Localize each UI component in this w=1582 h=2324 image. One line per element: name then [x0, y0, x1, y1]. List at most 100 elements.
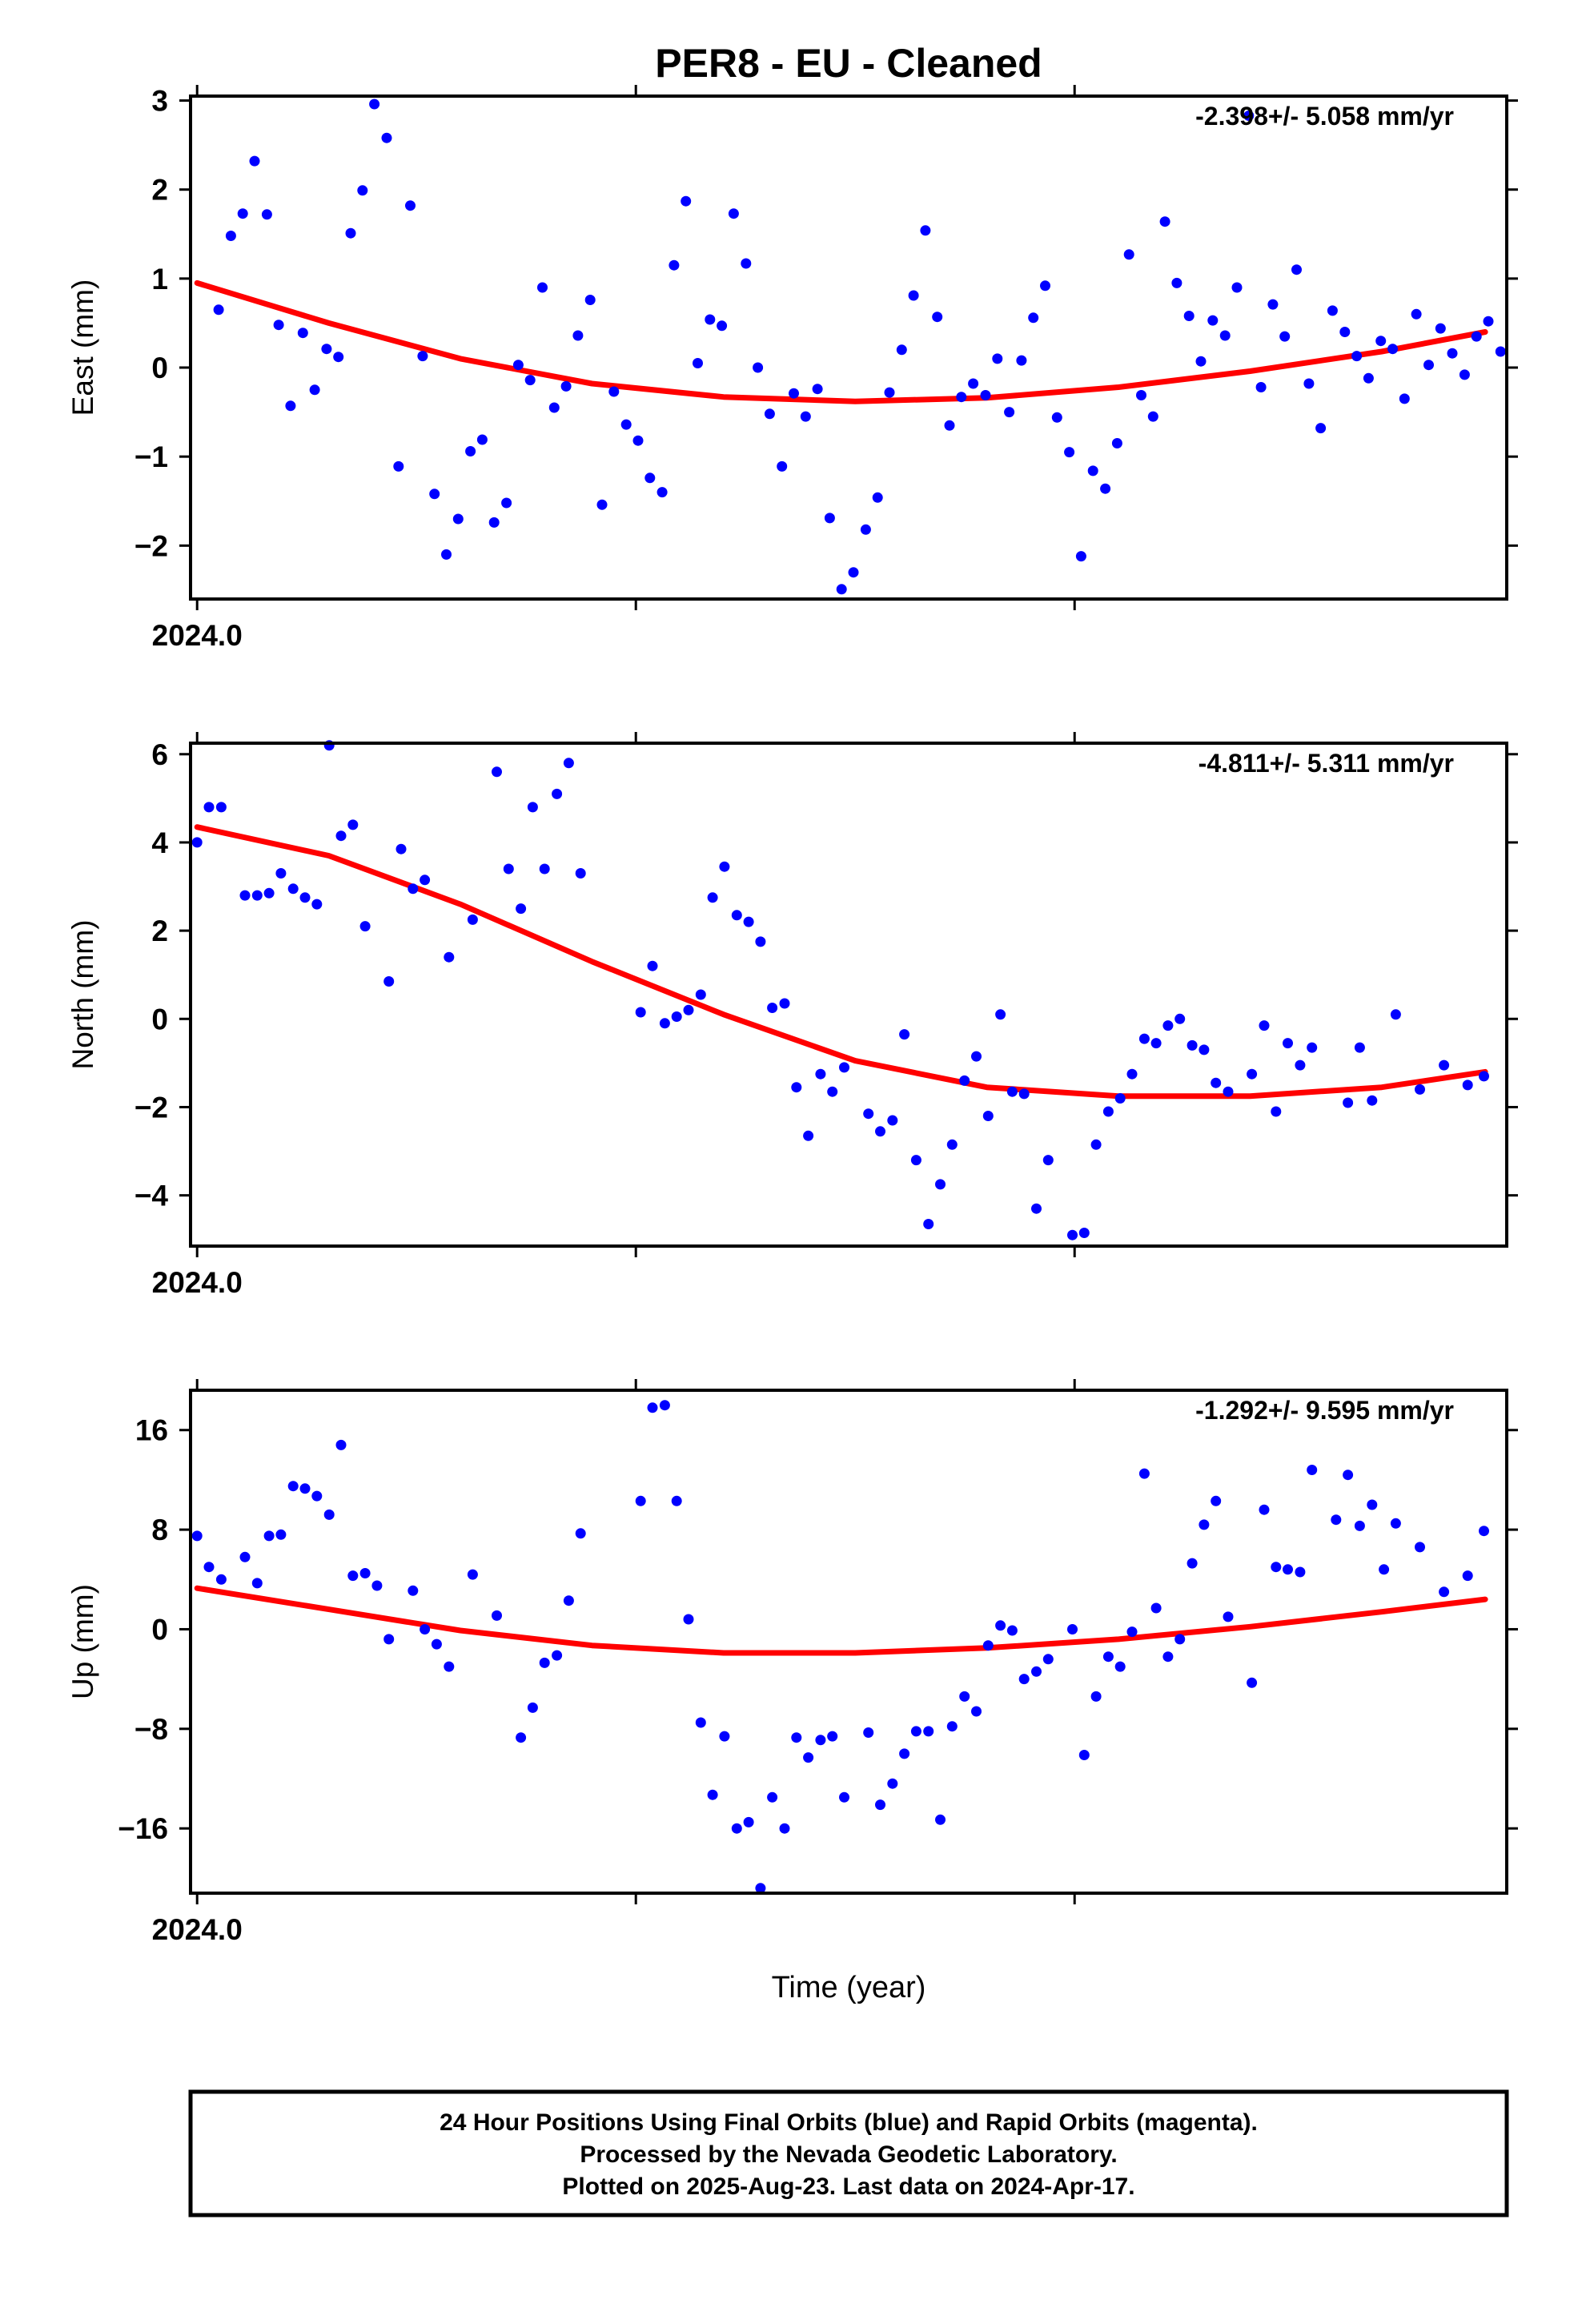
north-data-point — [1415, 1084, 1425, 1095]
east-x-tick-label: 2024.0 — [152, 619, 243, 652]
north-data-point — [1114, 1093, 1126, 1104]
east-panel: −2 −1 0 1 2 3 -2.398+/- 5.058 mm/yr East (mm)… — [66, 85, 1518, 652]
up-data-point — [875, 1799, 885, 1811]
up-data-point — [215, 1574, 227, 1585]
up-data-point — [1343, 1470, 1354, 1481]
north-data-point — [396, 843, 407, 854]
up-data-point — [1271, 1562, 1282, 1573]
footer-line-1: 24 Hour Positions Using Final Orbits (bl… — [440, 2109, 1258, 2136]
east-data-point — [1147, 411, 1158, 422]
east-data-point — [1219, 330, 1231, 341]
east-data-point — [1279, 331, 1291, 342]
up-data-point — [755, 1883, 766, 1894]
east-y-tick-label: 1 — [151, 263, 168, 296]
east-data-point — [285, 400, 296, 412]
x-axis-label: Time (year) — [772, 1971, 926, 2004]
up-data-point — [383, 1634, 395, 1645]
north-data-point — [191, 837, 203, 848]
up-y-tick-label: −8 — [135, 1713, 168, 1746]
east-data-point — [860, 524, 871, 535]
east-data-point — [273, 320, 284, 331]
north-data-point — [1174, 1013, 1186, 1024]
east-data-point — [824, 513, 835, 524]
east-data-point — [1004, 407, 1015, 418]
east-data-point — [1064, 447, 1075, 458]
up-data-point — [1439, 1586, 1450, 1598]
north-data-point — [359, 921, 371, 932]
north-data-point — [1186, 1039, 1198, 1051]
east-data-point — [812, 384, 823, 395]
north-data-point — [683, 1004, 694, 1015]
up-data-point — [863, 1727, 874, 1738]
north-data-point — [1307, 1042, 1318, 1053]
north-data-point — [1439, 1059, 1450, 1071]
north-data-point — [995, 1009, 1006, 1020]
north-data-point — [1006, 1086, 1018, 1097]
up-data-point — [1018, 1674, 1030, 1685]
east-data-point — [1411, 308, 1422, 320]
east-data-point — [441, 549, 452, 560]
east-data-point — [596, 499, 608, 510]
up-data-point — [1295, 1566, 1306, 1578]
east-data-point — [1447, 348, 1458, 359]
up-data-point — [444, 1661, 455, 1672]
up-data-point — [1090, 1691, 1102, 1702]
east-data-point — [908, 290, 919, 301]
north-data-point — [1354, 1042, 1365, 1053]
up-y-tick-label: 0 — [151, 1613, 168, 1646]
north-data-point — [203, 802, 215, 813]
north-data-point — [647, 960, 658, 971]
up-data-point — [935, 1814, 946, 1825]
up-y-tick-label: 16 — [135, 1414, 168, 1447]
up-y-axis-label: Up (mm) — [66, 1584, 99, 1699]
east-data-point — [429, 489, 440, 500]
east-data-point — [1136, 390, 1146, 400]
up-y-tick-label: 8 — [151, 1514, 168, 1546]
east-data-point — [1303, 378, 1315, 389]
up-data-point — [791, 1732, 802, 1743]
east-data-point — [237, 208, 248, 219]
east-data-point — [1087, 465, 1098, 476]
north-data-point — [1479, 1071, 1489, 1082]
north-data-point — [420, 875, 431, 886]
up-data-point — [467, 1569, 478, 1580]
north-data-point — [263, 887, 275, 899]
up-data-point — [923, 1726, 934, 1737]
up-data-point — [1126, 1626, 1138, 1638]
east-data-point — [369, 99, 380, 110]
north-data-point — [1223, 1086, 1234, 1097]
up-data-point — [1138, 1468, 1150, 1479]
up-data-point — [203, 1562, 215, 1573]
north-data-point — [287, 883, 299, 895]
up-y-tick-label: −16 — [118, 1812, 168, 1845]
east-data-point — [777, 460, 788, 472]
east-panel-frame — [189, 94, 1508, 601]
up-data-point — [275, 1529, 287, 1540]
north-panel-frame — [189, 742, 1508, 1248]
east-data-point — [572, 330, 584, 341]
north-data-point — [335, 830, 347, 842]
east-data-point — [309, 384, 320, 396]
north-data-point — [779, 998, 790, 1009]
up-data-point — [191, 1530, 203, 1542]
up-data-point — [1150, 1602, 1162, 1614]
footer-frame — [188, 2089, 1509, 2217]
up-data-point — [731, 1823, 742, 1834]
north-data-point — [1199, 1044, 1210, 1055]
up-data-point — [1211, 1495, 1222, 1506]
east-data-point — [728, 208, 739, 219]
east-data-point — [1016, 355, 1027, 366]
north-panel: −4 −2 0 2 4 6 -4.811+/- 5.311 mm/yr North (mm… — [66, 732, 1518, 1299]
east-data-point — [693, 358, 703, 368]
north-data-point — [803, 1130, 814, 1141]
up-data-point — [1067, 1624, 1078, 1634]
up-data-point — [420, 1624, 431, 1634]
east-data-point — [968, 378, 979, 389]
north-data-point — [1150, 1038, 1162, 1049]
north-data-point — [839, 1062, 849, 1073]
up-rate-label: -1.292+/- 9.595 mm/yr — [1195, 1396, 1454, 1425]
footer-line-3: Plotted on 2025-Aug-23. Last data on 202… — [562, 2173, 1134, 2200]
up-data-point — [982, 1640, 994, 1651]
east-data-point — [1207, 315, 1219, 326]
north-data-point — [275, 868, 287, 879]
